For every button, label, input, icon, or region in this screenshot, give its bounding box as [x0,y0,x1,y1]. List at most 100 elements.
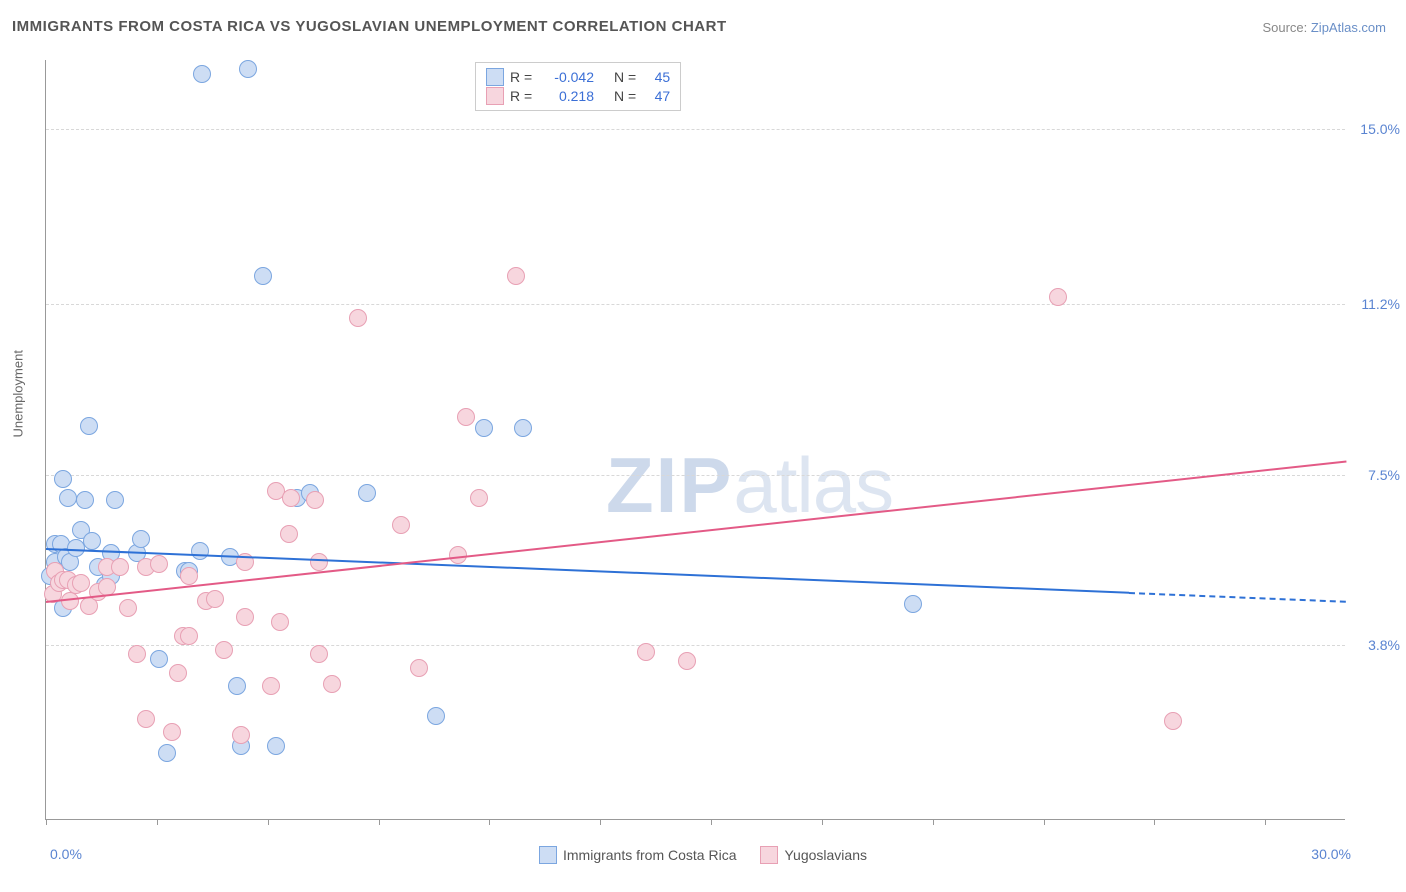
legend-swatch [486,87,504,105]
legend-swatch [760,846,778,864]
data-point [206,590,224,608]
y-tick-label: 15.0% [1360,121,1400,137]
data-point [106,491,124,509]
legend-swatch [486,68,504,86]
x-axis-min-label: 0.0% [50,846,82,862]
x-tick [933,819,934,825]
gridline-h [46,304,1345,305]
correlation-legend: R = -0.042 N = 45 R = 0.218 N = 47 [475,62,681,111]
data-point [72,574,90,592]
data-point [180,627,198,645]
y-tick-label: 7.5% [1368,467,1400,483]
data-point [475,419,493,437]
data-point [239,60,257,78]
x-tick [822,819,823,825]
x-tick [1154,819,1155,825]
source-name: ZipAtlas.com [1311,20,1386,35]
data-point [457,408,475,426]
watermark-atlas: atlas [733,441,893,529]
data-point [1049,288,1067,306]
x-tick [268,819,269,825]
x-tick [1265,819,1266,825]
trend-line [46,461,1346,603]
data-point [215,641,233,659]
gridline-h [46,475,1345,476]
data-point [180,567,198,585]
trend-line [1129,592,1346,603]
data-point [111,558,129,576]
data-point [80,417,98,435]
x-tick [379,819,380,825]
data-point [282,489,300,507]
watermark: ZIPatlas [606,440,893,531]
data-point [280,525,298,543]
y-axis-label: Unemployment [11,350,26,437]
x-tick [157,819,158,825]
legend-n-value: 47 [642,88,670,104]
source-label: Source: ZipAtlas.com [1262,20,1386,35]
series-name: Immigrants from Costa Rica [563,847,736,863]
data-point [904,595,922,613]
data-point [150,555,168,573]
data-point [236,608,254,626]
data-point [59,489,77,507]
watermark-zip: ZIP [606,441,733,529]
data-point [514,419,532,437]
series-legend: Immigrants from Costa Rica Yugoslavians [539,846,867,864]
x-tick [600,819,601,825]
data-point [358,484,376,502]
x-axis-max-label: 30.0% [1311,846,1351,862]
x-tick [489,819,490,825]
legend-n-label: N = [614,88,636,104]
data-point [193,65,211,83]
data-point [158,744,176,762]
legend-row: R = -0.042 N = 45 [486,68,670,86]
gridline-h [46,129,1345,130]
data-point [61,592,79,610]
data-point [128,645,146,663]
data-point [254,267,272,285]
legend-n-label: N = [614,69,636,85]
data-point [54,470,72,488]
data-point [76,491,94,509]
legend-r-label: R = [510,69,538,85]
legend-n-value: 45 [642,69,670,85]
series-legend-item: Immigrants from Costa Rica [539,846,736,864]
data-point [169,664,187,682]
data-point [1164,712,1182,730]
data-point [232,726,250,744]
data-point [323,675,341,693]
data-point [507,267,525,285]
data-point [678,652,696,670]
data-point [191,542,209,560]
series-legend-item: Yugoslavians [760,846,867,864]
legend-r-label: R = [510,88,538,104]
chart-plot-area: ZIPatlas 15.0%11.2%7.5%3.8% [45,60,1345,820]
data-point [163,723,181,741]
legend-r-value: -0.042 [544,69,594,85]
x-tick [711,819,712,825]
chart-title: IMMIGRANTS FROM COSTA RICA VS YUGOSLAVIA… [12,18,727,35]
data-point [132,530,150,548]
data-point [306,491,324,509]
legend-row: R = 0.218 N = 47 [486,87,670,105]
legend-swatch [539,846,557,864]
data-point [119,599,137,617]
legend-r-value: 0.218 [544,88,594,104]
gridline-h [46,645,1345,646]
data-point [271,613,289,631]
y-tick-label: 3.8% [1368,637,1400,653]
source-prefix: Source: [1262,20,1310,35]
data-point [427,707,445,725]
data-point [267,737,285,755]
data-point [470,489,488,507]
data-point [310,553,328,571]
data-point [150,650,168,668]
data-point [310,645,328,663]
data-point [410,659,428,677]
x-tick [1044,819,1045,825]
data-point [392,516,410,534]
data-point [137,710,155,728]
x-tick [46,819,47,825]
data-point [637,643,655,661]
